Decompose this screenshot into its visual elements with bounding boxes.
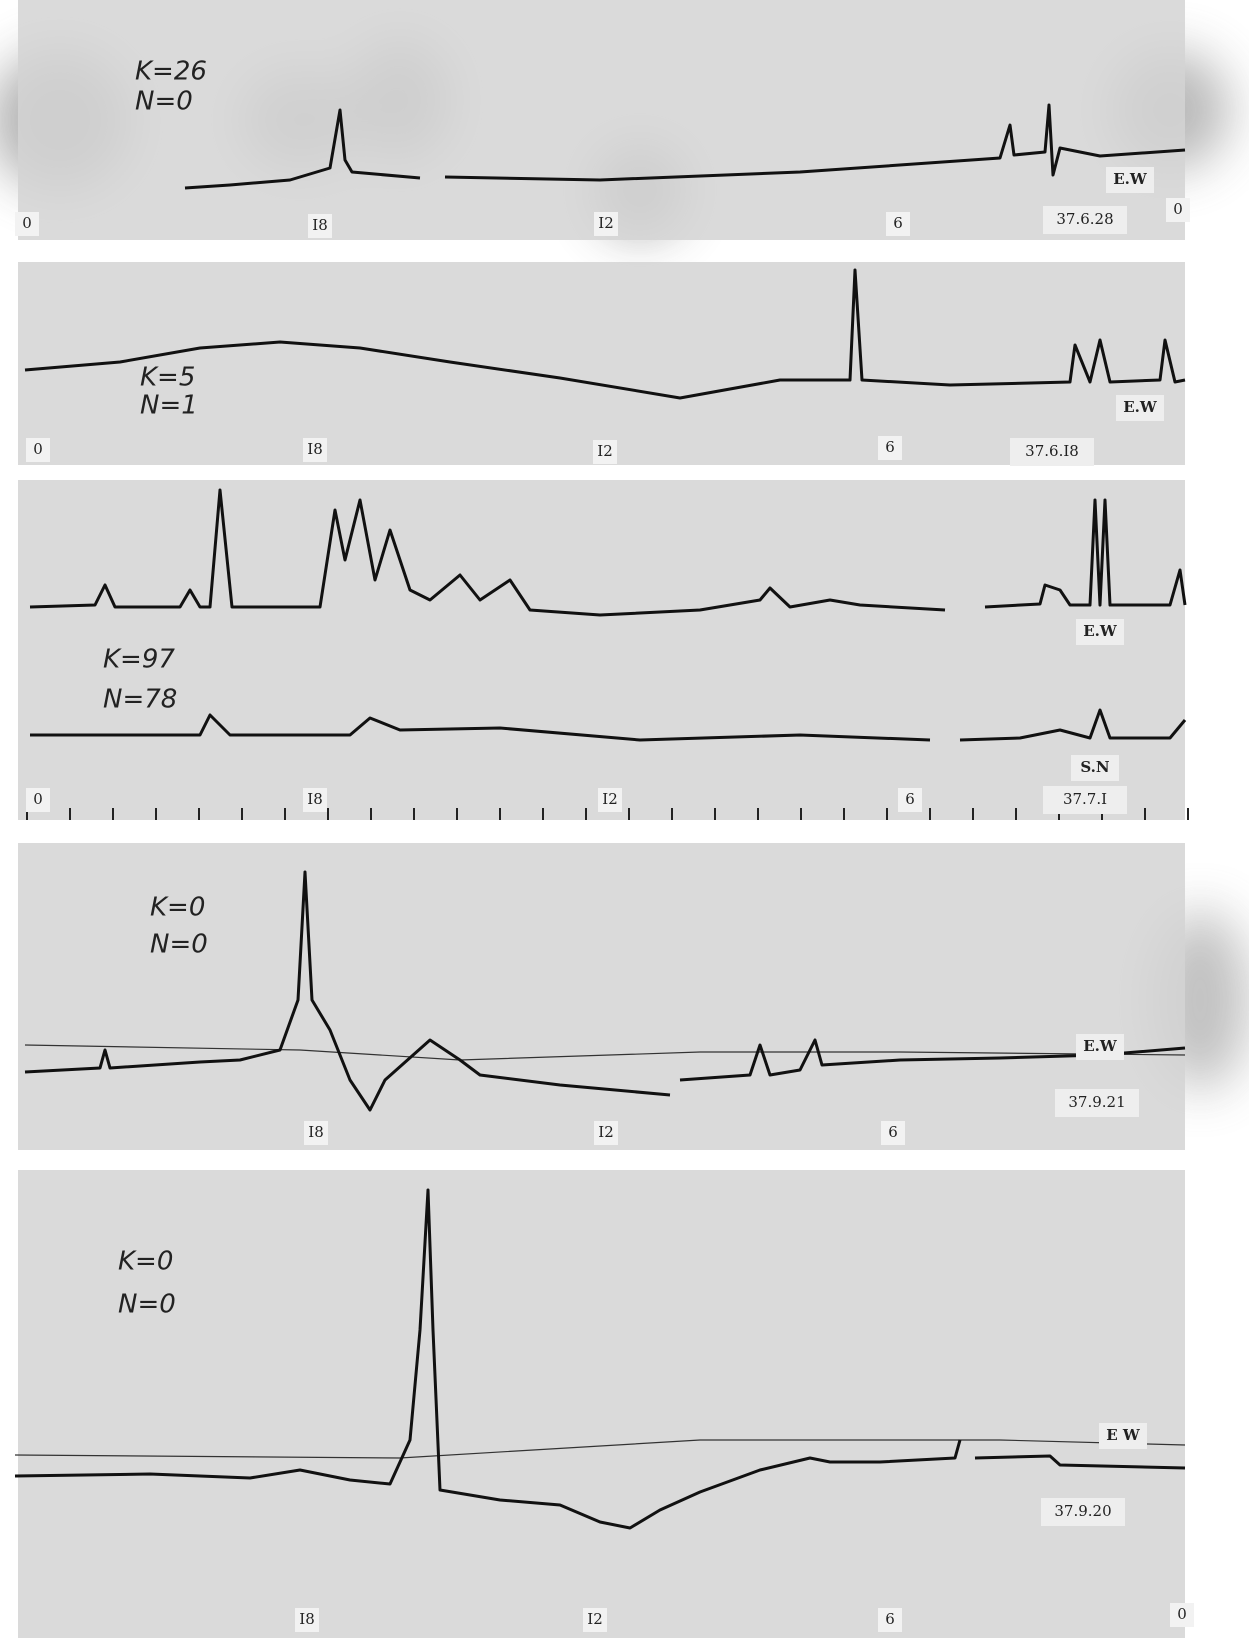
label-box bbox=[886, 212, 910, 236]
label-box bbox=[878, 1608, 902, 1632]
record-panel: K=0 N=0 E.W I8 I2 6 37.9.21 bbox=[18, 843, 1186, 1150]
date-label: 37.9.20 bbox=[1054, 1502, 1111, 1520]
label-box bbox=[594, 1121, 618, 1145]
label-box bbox=[308, 214, 332, 238]
label-box bbox=[1166, 198, 1190, 222]
label-box bbox=[1170, 1603, 1194, 1627]
component-label: S.N bbox=[1080, 758, 1110, 776]
label-box bbox=[1116, 395, 1164, 421]
label-box bbox=[1076, 1034, 1124, 1060]
label-box bbox=[1071, 755, 1119, 781]
record-paper bbox=[18, 843, 1185, 1150]
label-box bbox=[1041, 1498, 1125, 1526]
label-box bbox=[1043, 786, 1127, 814]
label-box bbox=[878, 436, 902, 460]
trace bbox=[444, 103, 1186, 182]
label-box bbox=[898, 788, 922, 812]
hour-label: 6 bbox=[905, 790, 915, 808]
trace bbox=[974, 1454, 1186, 1470]
hour-label: I2 bbox=[597, 442, 612, 460]
label-box bbox=[15, 212, 39, 236]
label-box bbox=[1055, 1089, 1139, 1117]
hour-label: I2 bbox=[587, 1610, 602, 1628]
record-paper bbox=[18, 0, 1185, 240]
label-box bbox=[1099, 1423, 1147, 1449]
annotation: K=97 bbox=[103, 645, 175, 675]
hour-label: 0 bbox=[33, 790, 43, 808]
hour-label: I2 bbox=[598, 1123, 613, 1141]
component-label: E.W bbox=[1123, 398, 1158, 416]
trace bbox=[679, 1038, 1186, 1082]
record-panel: K=97 N=78 E.W S.N 0 I8 I2 6 37.7.I bbox=[18, 480, 1189, 820]
hour-label: 6 bbox=[885, 438, 895, 456]
trace bbox=[14, 1188, 962, 1530]
trace bbox=[959, 708, 1187, 742]
date-label: 37.7.I bbox=[1063, 790, 1107, 808]
hour-label: 0 bbox=[33, 440, 43, 458]
annotation: N=0 bbox=[135, 87, 193, 117]
baseline-trace bbox=[14, 1439, 1186, 1459]
component-label: E.W bbox=[1113, 170, 1148, 188]
annotation: N=0 bbox=[150, 930, 208, 960]
label-box bbox=[583, 1608, 607, 1632]
hour-label: I8 bbox=[299, 1610, 314, 1628]
component-label: E.W bbox=[1083, 622, 1118, 640]
annotation: K=0 bbox=[150, 893, 205, 923]
hour-label: I8 bbox=[307, 440, 322, 458]
trace bbox=[184, 108, 421, 190]
trace bbox=[24, 870, 671, 1112]
label-box bbox=[26, 788, 50, 812]
hour-label: 6 bbox=[888, 1123, 898, 1141]
hour-label: 0 bbox=[22, 214, 32, 232]
label-box bbox=[881, 1121, 905, 1145]
annotation: N=78 bbox=[103, 685, 177, 715]
hour-label: I8 bbox=[307, 790, 322, 808]
date-label: 37.6.28 bbox=[1056, 210, 1113, 228]
annotation: N=1 bbox=[140, 391, 198, 421]
hour-label: I2 bbox=[598, 214, 613, 232]
trace bbox=[984, 498, 1187, 609]
hour-label: 6 bbox=[885, 1610, 895, 1628]
hour-label: 0 bbox=[1173, 200, 1183, 218]
label-box bbox=[303, 788, 327, 812]
date-label: 37.9.21 bbox=[1068, 1093, 1125, 1111]
hour-label: 6 bbox=[893, 214, 903, 232]
label-box bbox=[295, 1608, 319, 1632]
record-paper bbox=[18, 262, 1185, 465]
trace bbox=[29, 488, 946, 617]
annotation: N=0 bbox=[118, 1290, 176, 1320]
annotation: K=5 bbox=[140, 363, 195, 393]
baseline-trace bbox=[24, 1044, 1186, 1061]
record-panel: K=0 N=0 E W I8 I2 6 0 37.9.20 bbox=[14, 1170, 1194, 1638]
label-box bbox=[1043, 206, 1127, 234]
label-box bbox=[593, 440, 617, 464]
hour-label: I8 bbox=[312, 216, 327, 234]
hour-label: 0 bbox=[1177, 1605, 1187, 1623]
label-box bbox=[598, 788, 622, 812]
record-panel: K=5N=1 E.W 0 I8 I2 6 37.6.I8 bbox=[18, 262, 1186, 466]
label-box bbox=[26, 438, 50, 462]
hour-label: I8 bbox=[308, 1123, 323, 1141]
label-box bbox=[1106, 167, 1154, 193]
date-label: 37.6.I8 bbox=[1025, 442, 1079, 460]
hour-label: I2 bbox=[602, 790, 617, 808]
component-label: E W bbox=[1106, 1426, 1141, 1444]
trace bbox=[24, 268, 1186, 400]
trace bbox=[30, 713, 931, 742]
annotation: K=0 bbox=[118, 1247, 173, 1277]
label-box bbox=[1076, 619, 1124, 645]
annotation: K=26 bbox=[135, 57, 207, 87]
component-label: E.W bbox=[1083, 1037, 1118, 1055]
label-box bbox=[303, 438, 327, 462]
label-box bbox=[1010, 438, 1094, 466]
label-box bbox=[304, 1121, 328, 1145]
record-panel: K=26N=0 E.W 0 I8 I2 6 0 37.6.28 bbox=[15, 0, 1190, 240]
record-paper bbox=[18, 480, 1185, 820]
record-paper bbox=[18, 1170, 1185, 1638]
label-box bbox=[594, 212, 618, 236]
